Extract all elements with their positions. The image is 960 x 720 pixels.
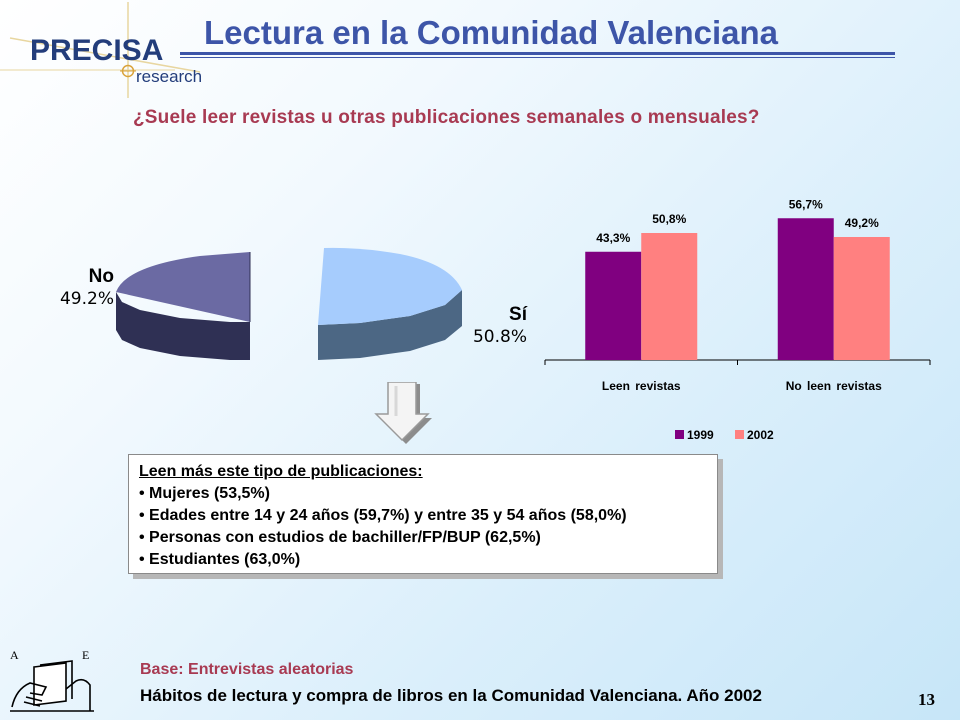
category-label: Leen revistas: [602, 379, 681, 393]
legend-label-1999: 1999: [687, 428, 714, 442]
bar-2002-1: [833, 237, 890, 360]
bar-data-label: 49,2%: [845, 216, 879, 230]
logo-letter-a: A: [10, 648, 19, 662]
pie-chart: [116, 247, 462, 360]
list-item: Mujeres (53,5%): [139, 483, 707, 505]
page-title: Lectura en la Comunidad Valenciana: [204, 14, 779, 51]
logo-text: PRECISA: [30, 34, 163, 67]
pie-label-no-name: No: [88, 266, 114, 287]
legend-swatch-1999: [675, 430, 684, 439]
info-box: Leen más este tipo de publicaciones: Muj…: [128, 454, 718, 574]
precisa-logo: PRECISA research: [0, 2, 202, 98]
pie-slice-no: [116, 252, 251, 360]
pie-label-si-value: 50.8%: [472, 327, 527, 347]
survey-question: ¿Suele leer revistas u otras publicacion…: [133, 107, 760, 128]
crosshair-icon: [120, 64, 136, 78]
bar-2002-0: [641, 233, 698, 360]
bar-data-label: 50,8%: [652, 212, 686, 226]
pie-label-si: Sí 50.8%: [455, 303, 527, 349]
pie-label-no: No 49.2%: [42, 265, 114, 311]
bar-1999-1: [777, 218, 834, 360]
info-box-list: Mujeres (53,5%) Edades entre 14 y 24 año…: [139, 483, 707, 571]
bar-1999-0: [585, 251, 642, 360]
pie-label-si-name: Sí: [509, 304, 527, 325]
list-item: Personas con estudios de bachiller/FP/BU…: [139, 527, 707, 549]
page-number: 13: [918, 690, 935, 709]
pie-slice-si: [318, 247, 462, 360]
list-item: Estudiantes (63,0%): [139, 549, 707, 571]
list-item: Edades entre 14 y 24 años (59,7%) y entr…: [139, 505, 707, 527]
down-arrow-icon: [374, 382, 432, 444]
book-hands-icon: [10, 660, 94, 712]
bar-chart: 43,3% 50,8% Leen revistas 56,7% 49,2% No leen…: [544, 197, 931, 442]
legend-swatch-2002: [735, 430, 744, 439]
category-label: No leen revistas: [786, 379, 882, 393]
base-note: Base: Entrevistas aleatorias: [140, 661, 354, 678]
bar-data-label: 56,7%: [789, 197, 823, 211]
logo-subtext: research: [136, 67, 202, 86]
pie-label-no-value: 49.2%: [59, 289, 114, 309]
logo-letter-e: E: [82, 648, 89, 662]
bar-data-label: 43,3%: [596, 231, 630, 245]
title-rule: [180, 52, 895, 55]
source-note: Hábitos de lectura y compra de libros en…: [140, 686, 762, 705]
legend-label-2002: 2002: [747, 428, 774, 442]
title-rule-thin: [180, 57, 895, 58]
info-box-heading: Leen más este tipo de publicaciones:: [139, 463, 423, 480]
ae-logo: A E: [10, 648, 94, 712]
